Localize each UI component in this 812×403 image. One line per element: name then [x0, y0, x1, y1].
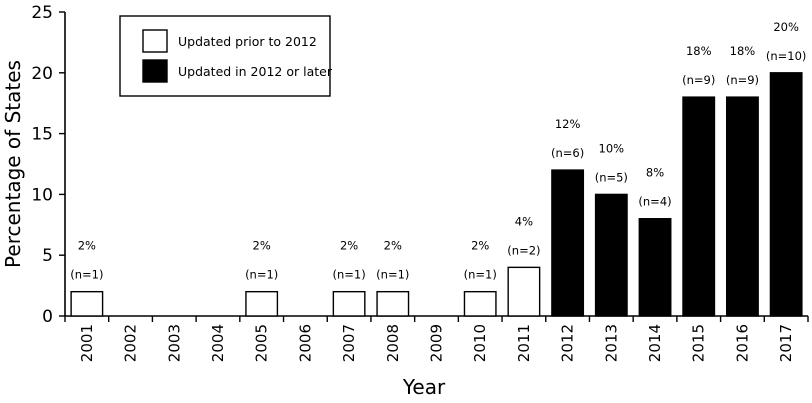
- data-label-percent: 12%: [555, 117, 581, 131]
- data-label-percent: 4%: [515, 214, 533, 228]
- x-tick-label: 2003: [165, 324, 183, 362]
- data-label-n: (n=6): [551, 146, 584, 160]
- x-tick-label: 2013: [602, 324, 620, 362]
- y-tick-label: 25: [31, 3, 53, 23]
- data-label-percent: 18%: [730, 44, 756, 58]
- y-tick-label: 20: [31, 64, 53, 84]
- bar-2012-or-later: [551, 169, 585, 317]
- x-tick-label: 2015: [690, 324, 708, 362]
- bar-2012-or-later: [726, 96, 759, 317]
- y-tick-label: 5: [42, 246, 53, 266]
- x-tick-label: 2016: [733, 324, 751, 362]
- bar-2012-or-later: [594, 193, 628, 317]
- data-label-percent: 2%: [471, 239, 489, 253]
- y-tick-label: 10: [31, 185, 53, 205]
- legend-box: [119, 15, 331, 97]
- data-label-percent: 10%: [599, 141, 625, 155]
- bar-prior-2012: [376, 290, 410, 317]
- y-axis-title: Percentage of States: [1, 60, 25, 268]
- data-label-percent: 2%: [78, 239, 96, 253]
- bar-2012-or-later: [682, 96, 716, 317]
- data-label-n: (n=1): [70, 268, 103, 282]
- data-label-n: (n=5): [595, 170, 628, 184]
- data-label-n: (n=1): [376, 268, 409, 282]
- x-tick-label: 2012: [559, 324, 577, 362]
- bars: [70, 72, 803, 317]
- bar-prior-2012: [463, 290, 497, 317]
- data-label-n: (n=4): [638, 195, 671, 209]
- x-tick-label: 2009: [428, 324, 446, 362]
- bar-prior-2012: [245, 290, 279, 317]
- x-tick-label: 2007: [340, 324, 358, 362]
- x-tick-label: 2008: [384, 324, 402, 362]
- x-axis-title: Year: [402, 375, 446, 399]
- legend-label-later: Updated in 2012 or later: [178, 64, 333, 79]
- y-axis: 0 5 10 15 20 25: [31, 3, 66, 327]
- x-tick-label: 2004: [209, 324, 227, 362]
- bar-2012-or-later: [769, 72, 803, 317]
- data-label-percent: 2%: [253, 239, 271, 253]
- y-tick-label: 0: [42, 307, 53, 327]
- legend-label-prior: Updated prior to 2012: [178, 34, 317, 49]
- data-label-n: (n=9): [726, 73, 759, 87]
- x-axis: 2001 2002 2003 2004 2005 2006 2007 2008 2009 2010…: [64, 315, 809, 362]
- x-tick-label: 2011: [515, 324, 533, 362]
- data-label-percent: 20%: [773, 20, 799, 34]
- data-labels: (n=1) 2% (n=1) 2% (n=1) 2% (n=1) 2% (n=1) 2% (n=2)…: [70, 20, 806, 282]
- x-tick-label: 2001: [78, 324, 96, 362]
- data-label-percent: 2%: [340, 239, 358, 253]
- bar-prior-2012: [332, 290, 366, 317]
- data-label-n: (n=1): [332, 268, 365, 282]
- x-tick-label: 2005: [253, 324, 271, 362]
- legend: Updated prior to 2012 Updated in 2012 or…: [119, 15, 333, 97]
- bar-prior-2012: [507, 266, 541, 317]
- bar-prior-2012: [70, 290, 104, 317]
- data-label-percent: 8%: [646, 166, 664, 180]
- x-tick-label: 2010: [471, 324, 489, 362]
- data-label-n: (n=9): [682, 73, 715, 87]
- data-label-n: (n=10): [766, 49, 807, 63]
- data-label-n: (n=2): [507, 243, 540, 257]
- data-label-percent: 2%: [384, 239, 402, 253]
- y-tick-label: 15: [31, 125, 53, 145]
- legend-swatch-prior: [142, 29, 168, 53]
- x-tick-label: 2017: [777, 324, 795, 362]
- x-tick-label: 2006: [296, 324, 314, 362]
- data-label-percent: 18%: [686, 44, 712, 58]
- x-tick-label: 2014: [646, 324, 664, 362]
- x-tick-label: 2002: [122, 324, 140, 362]
- bar-2012-or-later: [638, 218, 672, 317]
- data-label-n: (n=1): [245, 268, 278, 282]
- legend-swatch-later: [142, 59, 168, 83]
- data-label-n: (n=1): [464, 268, 497, 282]
